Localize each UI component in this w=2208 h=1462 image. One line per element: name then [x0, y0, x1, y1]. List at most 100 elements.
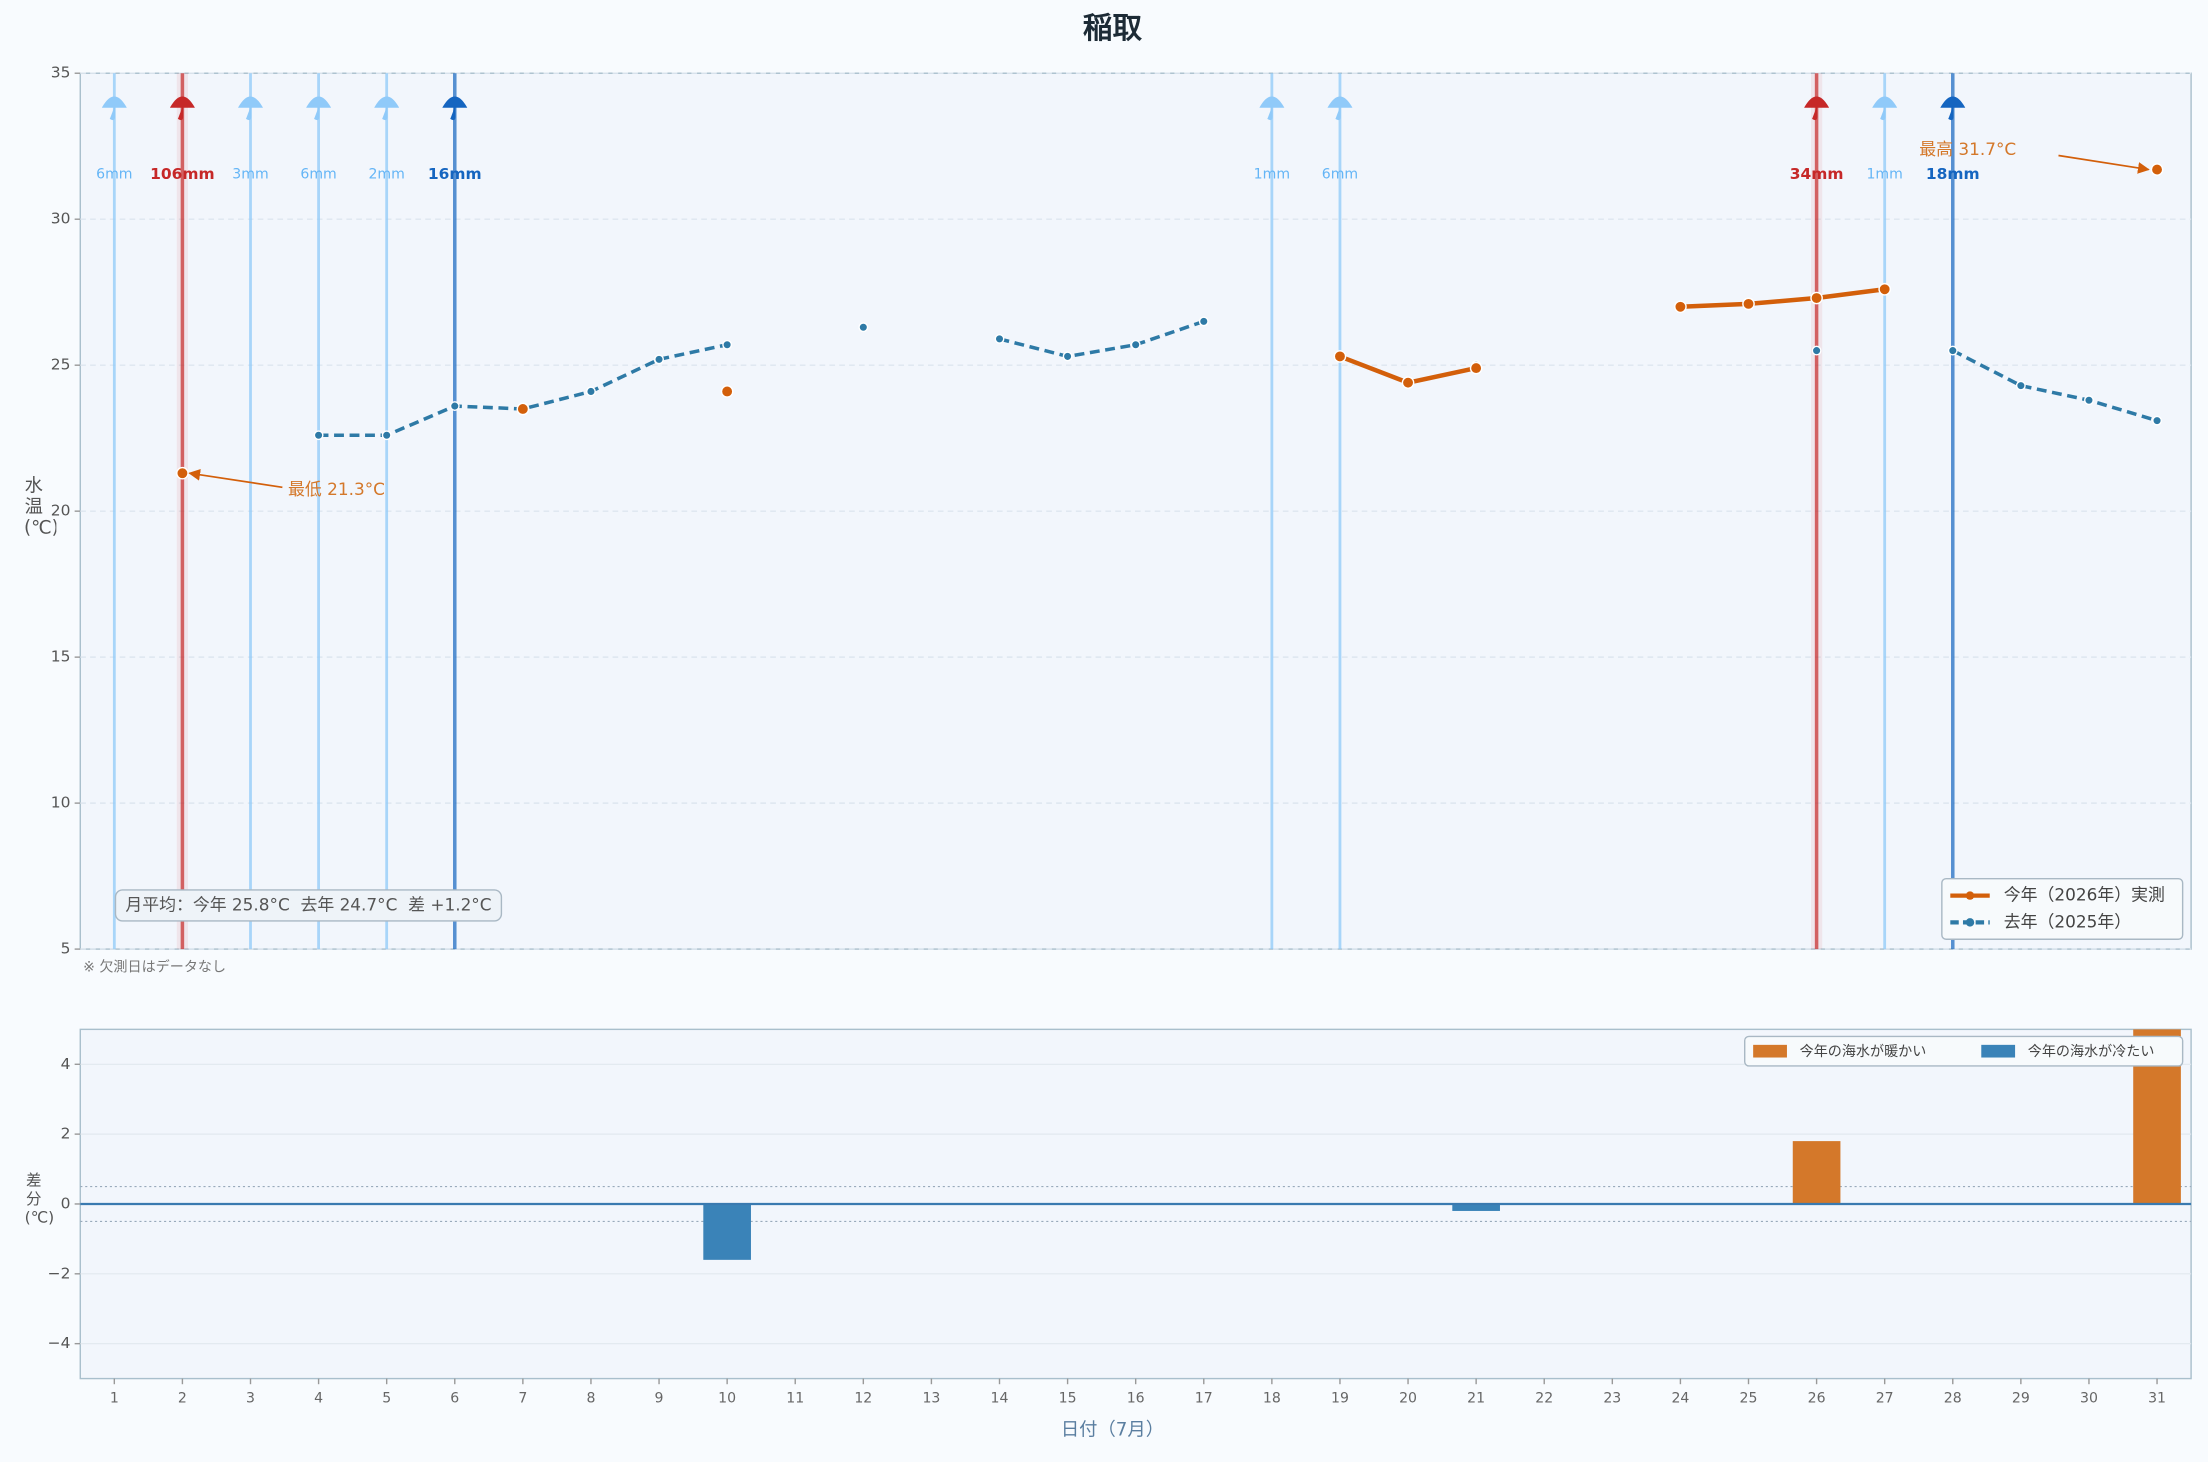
umbrella-icon: [374, 96, 400, 121]
data-point: [586, 386, 596, 397]
summary: 月平均：今年 25.8°C 去年 24.7°C 差 +1.2°C: [125, 894, 491, 914]
legend-swatch: [1753, 1044, 1787, 1058]
y-tick-label: −4: [48, 1334, 71, 1352]
data-point: [1811, 345, 1822, 356]
legend-label: 今年（2026年）実測: [2004, 885, 2165, 905]
y-tick-label: −2: [48, 1264, 71, 1282]
umbrella-icon: [1940, 96, 1966, 121]
x-tick-label: 5: [382, 1390, 391, 1406]
rain-label: 6mm: [96, 167, 132, 183]
legend-label: 去年（2025年）: [2004, 911, 2131, 931]
umbrella-icon: [442, 96, 468, 121]
umbrella-icon: [1804, 96, 1830, 121]
x-tick-label: 30: [2080, 1390, 2098, 1406]
data-point: [449, 401, 460, 411]
data-point: [1333, 350, 1347, 363]
rain-band: [1810, 73, 1823, 950]
y-tick-label: 4: [61, 1055, 71, 1073]
x-tick-label: 26: [1808, 1390, 1826, 1406]
legend-box: [1941, 877, 2184, 940]
legend-swatch: [1981, 1044, 2016, 1058]
x-tick-label: 28: [1944, 1390, 1962, 1406]
data-point: [722, 339, 733, 350]
annotation: 最低 21.3°C: [288, 479, 385, 499]
rain-label: 6mm: [1322, 167, 1358, 183]
x-tick-label: 11: [786, 1390, 804, 1406]
x-tick-label: 19: [1331, 1390, 1349, 1406]
x-tick-label: 12: [854, 1390, 872, 1406]
x-tick-label: 1: [110, 1390, 119, 1406]
x-tick-label: 2: [178, 1390, 187, 1406]
data-point: [1401, 376, 1415, 390]
x-tick-label: 21: [1467, 1390, 1485, 1406]
x-tick-label: 3: [246, 1390, 255, 1406]
rain-label: 1mm: [1866, 167, 1902, 183]
data-point: [720, 385, 734, 398]
x-tick-label: 18: [1263, 1390, 1281, 1406]
y-tick-label: 25: [51, 356, 71, 374]
data-point: [1469, 361, 1483, 375]
data-point: [1198, 316, 1209, 327]
data-point: [858, 322, 869, 333]
data-point: [516, 402, 530, 416]
x-tick-label: 25: [1740, 1390, 1758, 1406]
y-tick-label: 2: [61, 1125, 71, 1143]
x-tick-label: 27: [1876, 1390, 1894, 1406]
data-point: [1742, 297, 1755, 311]
x-tick-label: 13: [922, 1390, 940, 1406]
y-axis-label-text: 差分(℃): [24, 1171, 55, 1227]
x-tick-label: 14: [991, 1390, 1009, 1406]
rain-label: 16mm: [428, 165, 482, 183]
rain-label: 3mm: [232, 167, 268, 183]
x-tick-label: 31: [2148, 1390, 2166, 1406]
umbrella-icon: [306, 96, 332, 121]
umbrella-icon: [1259, 96, 1285, 121]
bar: [703, 1203, 751, 1260]
bar: [1792, 1141, 1841, 1204]
x-tick-label: 9: [655, 1390, 664, 1406]
annotation-arrow: [188, 468, 283, 489]
umbrella-icon: [1327, 96, 1353, 121]
umbrella-icon: [1872, 96, 1898, 121]
rain-label: 18mm: [1926, 165, 1980, 183]
x-tick-label: 7: [518, 1390, 527, 1406]
x-tick-label: 22: [1535, 1390, 1553, 1406]
umbrella-icon: [101, 96, 127, 121]
x-tick-label: 16: [1127, 1390, 1145, 1406]
y-axis-label-text: 水温(℃): [23, 475, 57, 540]
legend-label: 今年の海水が冷たい: [2028, 1044, 2155, 1060]
umbrella-icon: [169, 96, 195, 121]
x-tick-label: 10: [718, 1390, 736, 1406]
legend-label: 今年の海水が暖かい: [1800, 1044, 1927, 1060]
rain-label: 1mm: [1254, 167, 1290, 183]
data-point: [1947, 345, 1958, 356]
y-tick-label: 30: [51, 210, 71, 228]
legend-swatch: [1965, 918, 1975, 927]
rain-label: 106mm: [150, 165, 215, 183]
legend-box: [1744, 1035, 2184, 1067]
y-tick-label: 5: [61, 940, 71, 958]
rain-label: 34mm: [1790, 165, 1844, 183]
data-point: [1878, 282, 1892, 296]
y-tick-label: 0: [61, 1194, 71, 1212]
data-point: [313, 430, 324, 441]
data-point: [1810, 291, 1823, 305]
rain-band: [176, 73, 189, 950]
data-point: [1674, 300, 1687, 314]
annotation: 最高 31.7°C: [1919, 139, 2016, 159]
y-tick-label: 20: [51, 502, 71, 520]
note: ※ 欠測日はデータなし: [83, 958, 226, 975]
umbrella-icon: [238, 96, 263, 121]
chart-title: 稲取: [1083, 11, 1143, 45]
bar: [1452, 1203, 1500, 1211]
x-tick-label: 20: [1399, 1390, 1417, 1406]
data-point: [176, 466, 189, 480]
x-axis-label: 日付（7月）: [1061, 1420, 1164, 1441]
x-tick-label: 24: [1671, 1390, 1689, 1406]
data-point: [994, 333, 1005, 344]
data-point: [2150, 163, 2164, 176]
x-tick-label: 8: [586, 1390, 595, 1406]
x-tick-label: 23: [1603, 1390, 1621, 1406]
